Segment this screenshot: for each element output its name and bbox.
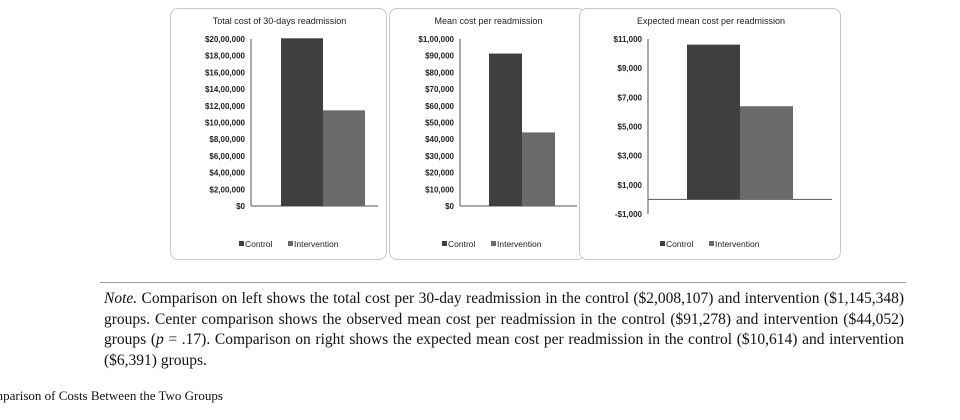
y-tick-label: $10,000 bbox=[425, 185, 454, 194]
y-tick-label: $5,000 bbox=[618, 123, 643, 132]
legend-swatch-intervention bbox=[288, 241, 293, 246]
chart-title: Expected mean cost per readmission bbox=[637, 16, 785, 26]
legend-label-control: Control bbox=[448, 239, 476, 249]
figure-note: Note. Comparison on left shows the total… bbox=[104, 289, 904, 371]
y-tick-label: $4,00,000 bbox=[209, 169, 245, 178]
y-tick-label: $14,00,000 bbox=[205, 85, 246, 94]
y-tick-label: $50,000 bbox=[425, 119, 454, 128]
chart-panel-expected-mean-cost: Expected mean cost per readmission $11,00… bbox=[579, 8, 841, 260]
bar-control bbox=[687, 44, 740, 200]
legend-label-control: Control bbox=[666, 239, 694, 249]
y-tick-label: $1,00,000 bbox=[418, 35, 454, 44]
legend-label-intervention: Intervention bbox=[715, 239, 760, 249]
chart-mean-cost: Mean cost per readmission $1,00,000 $90,00… bbox=[418, 16, 577, 249]
legend-label-intervention: Intervention bbox=[294, 239, 339, 249]
y-tick-label: $20,000 bbox=[425, 169, 454, 178]
legend-label-control: Control bbox=[245, 239, 273, 249]
y-tick-label: $7,000 bbox=[618, 93, 643, 102]
bar-control bbox=[281, 38, 323, 207]
chart-panel-total-cost: Total cost of 30-days readmission $20,00,… bbox=[170, 8, 387, 260]
legend-swatch-intervention bbox=[709, 241, 714, 246]
y-tick-label: $10,00,000 bbox=[205, 119, 246, 128]
legend-swatch-control bbox=[239, 241, 244, 246]
y-tick-label: $9,000 bbox=[618, 64, 643, 73]
y-tick-label: $2,00,000 bbox=[209, 185, 245, 194]
bar-intervention bbox=[740, 106, 793, 200]
chart-panel-mean-cost: Mean cost per readmission $1,00,000 $90,00… bbox=[389, 8, 586, 260]
legend-swatch-control bbox=[660, 241, 665, 246]
legend-swatch-control bbox=[442, 241, 447, 246]
bar-intervention bbox=[522, 132, 555, 206]
legend-swatch-intervention bbox=[491, 241, 496, 246]
y-tick-label: $3,000 bbox=[618, 152, 643, 161]
y-tick-label: $40,000 bbox=[425, 135, 454, 144]
figure-caption: mparison of Costs Between the Two Groups bbox=[0, 388, 223, 403]
y-tick-label: $0 bbox=[236, 202, 245, 211]
y-tick-label: -$1,000 bbox=[615, 210, 643, 219]
note-divider bbox=[100, 282, 906, 283]
y-tick-label: $16,00,000 bbox=[205, 68, 246, 77]
y-tick-label: $60,000 bbox=[425, 102, 454, 111]
y-tick-label: $1,000 bbox=[618, 181, 643, 190]
bar-intervention bbox=[323, 110, 365, 206]
y-tick-label: $18,00,000 bbox=[205, 52, 246, 61]
y-tick-label: $12,00,000 bbox=[205, 102, 246, 111]
chart-expected-mean-cost: Expected mean cost per readmission $11,00… bbox=[614, 16, 832, 249]
y-tick-label: $90,000 bbox=[425, 52, 454, 61]
chart-title: Mean cost per readmission bbox=[434, 16, 542, 26]
legend-label-intervention: Intervention bbox=[497, 239, 542, 249]
chart-total-cost: Total cost of 30-days readmission $20,00,… bbox=[205, 16, 378, 249]
y-tick-label: $20,00,000 bbox=[205, 35, 246, 44]
bar-control bbox=[489, 53, 522, 207]
y-tick-label: $11,000 bbox=[614, 35, 643, 44]
y-tick-label: $70,000 bbox=[425, 85, 454, 94]
note-lead: Note. bbox=[104, 290, 138, 307]
note-p-symbol: p bbox=[156, 331, 164, 348]
note-text-part1: Comparison on left shows the total cost … bbox=[104, 290, 904, 348]
chart-title: Total cost of 30-days readmission bbox=[213, 16, 347, 26]
y-tick-label: $30,000 bbox=[425, 152, 454, 161]
y-tick-label: $6,00,000 bbox=[209, 152, 245, 161]
y-tick-label: $8,00,000 bbox=[209, 135, 245, 144]
y-tick-label: $80,000 bbox=[425, 68, 454, 77]
y-tick-label: $0 bbox=[445, 202, 454, 211]
note-text-part2: = .17). Comparison on right shows the ex… bbox=[104, 331, 905, 369]
